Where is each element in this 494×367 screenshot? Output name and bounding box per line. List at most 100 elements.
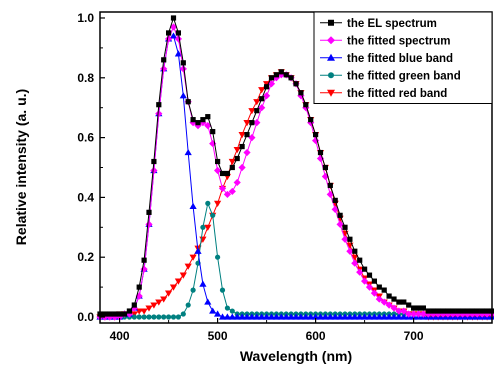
data-point bbox=[175, 314, 181, 320]
data-point bbox=[302, 104, 310, 112]
data-point bbox=[161, 57, 167, 63]
data-point bbox=[258, 87, 266, 94]
data-point bbox=[209, 307, 217, 314]
legend-marker bbox=[327, 53, 335, 61]
data-point bbox=[380, 298, 388, 306]
data-point bbox=[263, 92, 271, 100]
data-point bbox=[243, 313, 251, 320]
data-point bbox=[292, 313, 300, 320]
data-point bbox=[223, 313, 231, 320]
data-point bbox=[312, 313, 320, 320]
legend-marker bbox=[328, 19, 334, 26]
data-point bbox=[308, 117, 314, 123]
data-point bbox=[313, 132, 319, 138]
data-point bbox=[321, 313, 329, 320]
legend-item: the fitted blue band bbox=[320, 53, 453, 65]
data-point bbox=[283, 72, 289, 78]
data-point bbox=[184, 263, 192, 270]
series-the-EL-spectrum bbox=[97, 15, 494, 317]
data-point bbox=[126, 308, 132, 314]
data-point bbox=[321, 172, 329, 181]
x-tick-label: 600 bbox=[306, 329, 326, 343]
data-point bbox=[160, 296, 168, 303]
data-point bbox=[238, 313, 246, 320]
data-point bbox=[156, 102, 162, 108]
data-point bbox=[444, 310, 452, 318]
x-axis-title: Wavelength (nm) bbox=[240, 348, 352, 364]
data-point bbox=[297, 313, 305, 320]
data-point bbox=[449, 310, 457, 318]
y-tick-label: 0.8 bbox=[77, 71, 94, 85]
legend-marker bbox=[327, 36, 335, 45]
data-point bbox=[248, 133, 256, 142]
data-point bbox=[303, 102, 309, 108]
data-point bbox=[381, 287, 387, 293]
data-point bbox=[135, 292, 143, 300]
data-point bbox=[214, 166, 222, 175]
data-point bbox=[469, 308, 475, 314]
data-point bbox=[190, 287, 196, 293]
data-point bbox=[332, 197, 338, 203]
data-point bbox=[371, 278, 377, 284]
data-point bbox=[215, 158, 221, 165]
data-point bbox=[365, 313, 374, 320]
data-point bbox=[341, 313, 349, 320]
data-point bbox=[322, 164, 328, 171]
data-point bbox=[375, 295, 383, 303]
data-point bbox=[352, 248, 358, 254]
data-point bbox=[238, 132, 246, 139]
data-point bbox=[136, 314, 142, 320]
data-point bbox=[429, 310, 437, 318]
data-point bbox=[195, 120, 201, 126]
data-point bbox=[204, 122, 212, 130]
data-point bbox=[376, 284, 382, 290]
legend: the EL spectrum the fitted spectrum the fi… bbox=[313, 11, 493, 104]
data-point bbox=[380, 313, 388, 320]
data-point bbox=[210, 212, 216, 218]
data-point bbox=[229, 164, 235, 171]
data-point bbox=[264, 84, 270, 90]
data-point bbox=[248, 108, 256, 115]
data-point bbox=[155, 299, 163, 306]
data-point bbox=[435, 308, 441, 314]
legend-item: the EL spectrum bbox=[320, 18, 437, 30]
data-point bbox=[474, 308, 480, 314]
data-point bbox=[361, 277, 369, 285]
data-point bbox=[386, 293, 392, 299]
data-point bbox=[107, 311, 113, 317]
data-point bbox=[385, 313, 393, 320]
data-point bbox=[272, 313, 280, 320]
data-point bbox=[460, 308, 466, 314]
plot-area bbox=[96, 15, 494, 321]
data-point bbox=[479, 308, 485, 314]
data-point bbox=[341, 235, 349, 243]
data-point bbox=[450, 308, 456, 314]
data-point bbox=[219, 287, 226, 293]
data-point bbox=[336, 313, 344, 320]
data-point bbox=[288, 75, 294, 81]
data-point bbox=[179, 272, 187, 279]
data-point bbox=[483, 310, 491, 318]
data-point bbox=[362, 266, 368, 272]
data-point bbox=[174, 35, 182, 43]
data-point bbox=[440, 308, 446, 314]
data-point bbox=[229, 308, 235, 314]
legend-item: the fitted green band bbox=[320, 70, 461, 82]
data-point bbox=[169, 32, 178, 39]
legend-item: the fitted spectrum bbox=[320, 35, 451, 47]
data-point bbox=[331, 205, 339, 213]
legend-label: the fitted spectrum bbox=[347, 35, 451, 47]
legend-label: the EL spectrum bbox=[347, 18, 437, 30]
data-point bbox=[351, 254, 359, 261]
data-point bbox=[478, 310, 486, 318]
y-tick-label: 1.0 bbox=[77, 11, 94, 25]
data-point bbox=[141, 257, 147, 263]
data-point bbox=[165, 290, 173, 297]
data-point bbox=[166, 314, 172, 320]
data-point bbox=[267, 313, 276, 320]
data-point bbox=[200, 117, 206, 123]
data-point bbox=[346, 313, 354, 320]
data-point bbox=[204, 298, 212, 305]
y-axis-title: Relative intensity (a. u.) bbox=[13, 89, 29, 245]
data-point bbox=[419, 310, 427, 318]
